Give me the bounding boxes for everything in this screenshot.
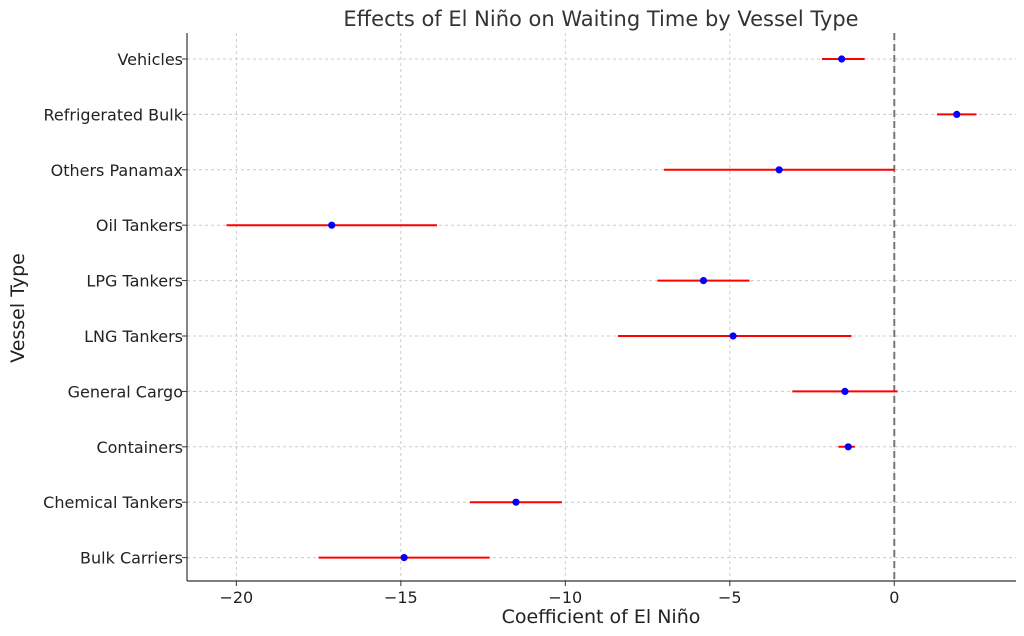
coefficient-point: [328, 221, 336, 229]
coefficient-point: [844, 443, 852, 451]
coefficient-point: [838, 55, 846, 63]
y-tick-label: Bulk Carriers: [80, 549, 183, 568]
y-tick-label: LPG Tankers: [86, 272, 183, 291]
y-tick-label: Others Panamax: [51, 161, 183, 180]
coefficient-point: [953, 110, 961, 118]
chart-title: Effects of El Niño on Waiting Time by Ve…: [343, 7, 858, 31]
y-tick-label: LNG Tankers: [84, 327, 183, 346]
x-axis-label: Coefficient of El Niño: [502, 606, 701, 628]
y-tick-label: Chemical Tankers: [43, 493, 183, 512]
coefficient-point: [775, 166, 783, 174]
y-tick-label: Oil Tankers: [96, 216, 183, 235]
grid-layer: [187, 33, 1016, 581]
y-axis-label: Vessel Type: [7, 253, 29, 363]
y-tick-label: Containers: [96, 438, 183, 457]
x-tick-label: −10: [548, 588, 582, 607]
x-tick-label: −5: [718, 588, 742, 607]
coefficient-point: [841, 387, 849, 395]
x-tick-label: −20: [219, 588, 253, 607]
marks-layer: [226, 55, 977, 562]
y-tick-label: Refrigerated Bulk: [44, 105, 184, 124]
x-tick-label: −15: [384, 588, 418, 607]
y-tick-label: Vehicles: [117, 50, 183, 69]
y-tick-label: General Cargo: [68, 382, 183, 401]
coefficient-point: [699, 277, 708, 285]
coefficient-point: [729, 332, 737, 340]
coefficient-point: [512, 498, 520, 506]
coefficient-point: [400, 554, 408, 562]
x-tick-label: 0: [889, 588, 899, 607]
axes-layer: −20 −15 −10 −5 0 Vehicles Refrigerated Bulk Oth…: [43, 33, 1016, 607]
